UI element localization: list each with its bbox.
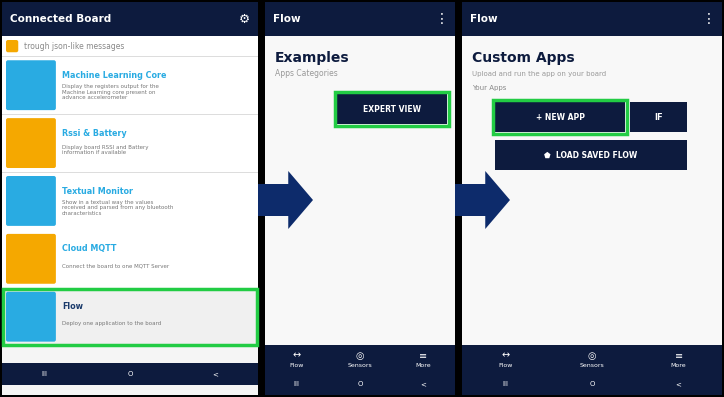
FancyBboxPatch shape bbox=[6, 40, 18, 52]
Bar bbox=[265, 2, 455, 395]
Bar bbox=[2, 172, 258, 173]
Text: Custom Apps: Custom Apps bbox=[472, 51, 575, 65]
Bar bbox=[3, 289, 257, 345]
Bar bbox=[462, 2, 722, 395]
FancyBboxPatch shape bbox=[6, 118, 56, 168]
Text: Display board RSSI and Battery
information if available: Display board RSSI and Battery informati… bbox=[62, 145, 148, 155]
Bar bbox=[462, 2, 722, 36]
Text: ↔: ↔ bbox=[501, 351, 510, 360]
Bar bbox=[2, 363, 258, 373]
Text: Flow: Flow bbox=[470, 14, 497, 24]
Text: Cloud MQTT: Cloud MQTT bbox=[62, 245, 117, 253]
Text: ⚙: ⚙ bbox=[239, 12, 250, 25]
Text: Rssi & Battery: Rssi & Battery bbox=[62, 129, 127, 138]
Text: Upload and run the app on your board: Upload and run the app on your board bbox=[472, 71, 606, 77]
FancyBboxPatch shape bbox=[6, 234, 56, 284]
Text: ⬟  LOAD SAVED FLOW: ⬟ LOAD SAVED FLOW bbox=[544, 150, 638, 160]
Bar bbox=[335, 92, 449, 126]
Text: <: < bbox=[675, 381, 681, 387]
Text: <: < bbox=[212, 371, 218, 377]
Text: Show in a textual way the values
received and parsed from any bluetooth
characte: Show in a textual way the values receive… bbox=[62, 200, 173, 216]
Bar bbox=[462, 345, 722, 373]
Text: Display the registers output for the
Machine Learning core present on
advance ac: Display the registers output for the Mac… bbox=[62, 84, 159, 100]
Text: EXPERT VIEW: EXPERT VIEW bbox=[363, 104, 421, 114]
FancyArrow shape bbox=[258, 171, 313, 229]
Text: ⋮: ⋮ bbox=[702, 12, 716, 26]
Text: Deploy one application to the board: Deploy one application to the board bbox=[62, 321, 161, 326]
Text: O: O bbox=[358, 381, 363, 387]
Text: ≡: ≡ bbox=[675, 351, 683, 360]
Text: Apps Categories: Apps Categories bbox=[275, 69, 338, 79]
Text: III: III bbox=[42, 371, 48, 377]
Bar bbox=[630, 102, 687, 132]
Text: ◎: ◎ bbox=[588, 351, 597, 360]
FancyArrow shape bbox=[455, 171, 510, 229]
Text: Textual Monitor: Textual Monitor bbox=[62, 187, 133, 196]
Text: Machine Learning Core: Machine Learning Core bbox=[62, 71, 167, 80]
Text: Flow: Flow bbox=[273, 14, 300, 24]
Text: + NEW APP: + NEW APP bbox=[536, 112, 584, 121]
Bar bbox=[2, 56, 258, 114]
Bar bbox=[2, 36, 258, 56]
Text: Flow: Flow bbox=[498, 363, 513, 368]
Text: ↔: ↔ bbox=[292, 351, 300, 360]
Bar bbox=[495, 102, 625, 132]
Bar bbox=[265, 2, 455, 36]
Bar bbox=[2, 56, 258, 57]
Text: <: < bbox=[421, 381, 426, 387]
Text: III: III bbox=[502, 381, 508, 387]
Bar bbox=[2, 363, 258, 385]
Text: More: More bbox=[671, 363, 686, 368]
Text: O: O bbox=[127, 371, 132, 377]
Text: Examples: Examples bbox=[275, 51, 350, 65]
FancyBboxPatch shape bbox=[6, 292, 56, 342]
Bar bbox=[2, 172, 258, 230]
Bar bbox=[495, 140, 687, 170]
Text: Sensors: Sensors bbox=[580, 363, 605, 368]
Text: Your Apps: Your Apps bbox=[472, 85, 506, 91]
Bar bbox=[2, 2, 258, 395]
FancyBboxPatch shape bbox=[6, 60, 56, 110]
Bar bbox=[2, 114, 258, 115]
Text: Flow: Flow bbox=[62, 303, 83, 311]
Bar bbox=[2, 230, 258, 288]
Bar bbox=[2, 114, 258, 172]
Bar bbox=[265, 345, 455, 373]
Bar bbox=[462, 373, 722, 395]
Text: ≡: ≡ bbox=[419, 351, 427, 360]
Bar bbox=[337, 94, 447, 124]
Text: O: O bbox=[589, 381, 594, 387]
Text: trough json-like messages: trough json-like messages bbox=[25, 42, 125, 51]
Text: III: III bbox=[294, 381, 300, 387]
Text: Sensors: Sensors bbox=[348, 363, 372, 368]
FancyBboxPatch shape bbox=[6, 176, 56, 226]
Text: Connect the board to one MQTT Server: Connect the board to one MQTT Server bbox=[62, 263, 169, 268]
Text: More: More bbox=[416, 363, 432, 368]
Text: Connected Board: Connected Board bbox=[10, 14, 111, 24]
Text: ◎: ◎ bbox=[355, 351, 364, 360]
Text: IF: IF bbox=[654, 112, 662, 121]
Text: ⋮: ⋮ bbox=[435, 12, 449, 26]
Text: Flow: Flow bbox=[290, 363, 304, 368]
Bar bbox=[2, 288, 258, 346]
Bar bbox=[493, 100, 627, 134]
Bar bbox=[265, 373, 455, 395]
Bar bbox=[2, 2, 258, 36]
